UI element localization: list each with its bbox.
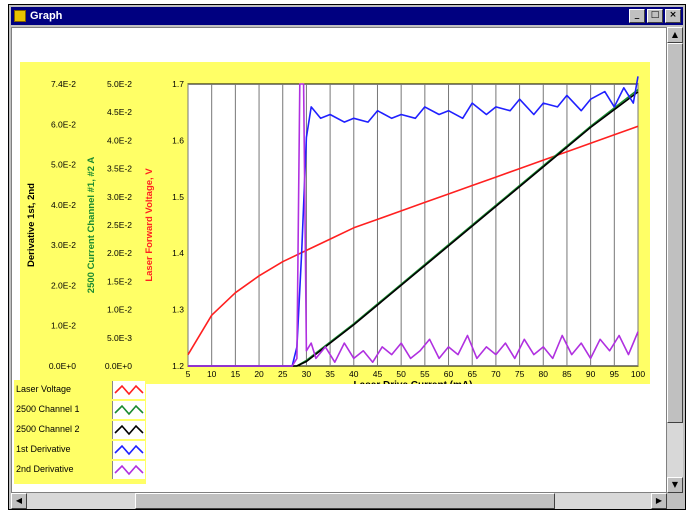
legend-swatch-line (114, 444, 144, 456)
y-tick-label: 1.4 (172, 248, 184, 258)
series-line (188, 76, 639, 367)
x-tick-label: 45 (373, 369, 383, 379)
app-icon (14, 10, 26, 22)
horizontal-scroll-thumb[interactable] (135, 493, 555, 509)
x-tick-label: 70 (491, 369, 501, 379)
legend-swatch (112, 401, 145, 419)
y-tick-label: 4.0E-2 (107, 135, 132, 145)
legend-swatch (112, 461, 145, 479)
legend-swatch (112, 421, 145, 439)
scroll-right-icon[interactable]: ▶ (651, 493, 667, 509)
y-tick-label: 1.2 (172, 361, 184, 371)
x-axis-label: Laser Drive Current (mA) (354, 380, 473, 384)
scroll-down-icon[interactable]: ▼ (667, 477, 683, 493)
vertical-scroll-thumb[interactable] (667, 43, 683, 423)
scrollbar-corner (667, 493, 683, 509)
legend-label: Laser Voltage (16, 384, 72, 394)
y-tick-label: 7.4E-2 (51, 79, 76, 89)
legend-swatch-line (114, 384, 144, 396)
y-tick-label: 2.0E-2 (51, 280, 76, 290)
legend-swatch-line (114, 464, 144, 476)
minimize-icon[interactable]: _ (629, 9, 645, 23)
y-tick-label: 3.0E-2 (107, 192, 132, 202)
x-tick-label: 85 (562, 369, 572, 379)
x-tick-label: 90 (586, 369, 596, 379)
legend-label: 1st Derivative (16, 444, 71, 454)
legend-label: 2nd Derivative (16, 464, 74, 474)
x-tick-label: 65 (467, 369, 477, 379)
y-axis-label: Derivative 1st, 2nd (26, 183, 37, 267)
legend: Laser Voltage 2500 Channel 1 2500 Channe… (14, 380, 146, 484)
horizontal-scrollbar[interactable]: ◀ ▶ (11, 493, 667, 509)
y-tick-label: 2.0E-2 (107, 248, 132, 258)
y-tick-label: 5.0E-3 (107, 333, 132, 343)
x-tick-label: 15 (231, 369, 241, 379)
legend-swatch (112, 381, 145, 399)
x-tick-label: 35 (325, 369, 335, 379)
legend-item: 1st Derivative (14, 440, 146, 460)
legend-item: 2500 Channel 1 (14, 400, 146, 420)
y-tick-label: 5.0E-2 (107, 79, 132, 89)
legend-swatch-line (114, 424, 144, 436)
chart-svg: 5 10 15 20 25 30 35 40 45 50 55 60 65 70 75 80 85 90 95 100… (26, 76, 645, 384)
x-tick-label: 60 (444, 369, 454, 379)
y-axis-label: 2500 Current Channel #1, #2 A (86, 157, 97, 294)
y-tick-label: 2.5E-2 (107, 220, 132, 230)
series-line (188, 83, 639, 367)
y-tick-label: 1.5E-2 (107, 276, 132, 286)
y-tick-label: 4.5E-2 (107, 107, 132, 117)
maximize-icon[interactable]: □ (647, 9, 663, 23)
x-tick-label: 20 (254, 369, 264, 379)
y-tick-label: 3.5E-2 (107, 164, 132, 174)
chart-panel: 5 10 15 20 25 30 35 40 45 50 55 60 65 70 75 80 85 90 95 100… (20, 62, 650, 384)
legend-label: 2500 Channel 1 (16, 404, 80, 414)
x-tick-label: 55 (420, 369, 430, 379)
legend-swatch-line (114, 404, 144, 416)
scroll-up-icon[interactable]: ▲ (667, 27, 683, 43)
x-tick-label: 100 (631, 369, 645, 379)
y-tick-label: 1.5 (172, 192, 184, 202)
y-tick-label: 1.0E-2 (51, 321, 76, 331)
y-tick-label: 0.0E+0 (49, 361, 76, 371)
y-tick-label: 6.0E-2 (51, 119, 76, 129)
x-tick-label: 25 (278, 369, 288, 379)
legend-item: 2nd Derivative (14, 460, 146, 480)
y-tick-label: 4.0E-2 (51, 200, 76, 210)
series-line (187, 125, 639, 356)
close-icon[interactable]: × (665, 9, 681, 23)
x-tick-label: 80 (539, 369, 549, 379)
y-tick-label: 0.0E+0 (105, 361, 132, 371)
x-tick-label: 50 (396, 369, 406, 379)
y-tick-label: 3.0E-2 (51, 240, 76, 250)
y-tick-label: 1.7 (172, 79, 184, 89)
graph-client-area: 5 10 15 20 25 30 35 40 45 50 55 60 65 70 75 80 85 90 95 100… (11, 27, 667, 493)
window-title: Graph (30, 10, 63, 22)
x-tick-label: 95 (610, 369, 620, 379)
x-tick-label: 30 (302, 369, 312, 379)
window-titlebar[interactable]: Graph _ □ × (11, 7, 683, 25)
y-tick-label: 1.3 (172, 305, 184, 315)
legend-item: Laser Voltage (14, 380, 146, 400)
x-tick-label: 10 (207, 369, 217, 379)
legend-swatch (112, 441, 145, 459)
y-tick-label: 5.0E-2 (51, 160, 76, 170)
app-window: Graph _ □ × 5 10 15 20 25 30 35 40 45 50 55 60 65 70 7… (8, 4, 686, 510)
y-tick-label: 1.0E-2 (107, 305, 132, 315)
x-tick-label: 75 (515, 369, 525, 379)
y-tick-label: 1.6 (172, 135, 184, 145)
legend-item: 2500 Channel 2 (14, 420, 146, 440)
y-axis-label: Laser Forward Voltage, V (144, 168, 155, 282)
x-tick-label: 5 (186, 369, 191, 379)
x-tick-label: 40 (349, 369, 359, 379)
vertical-scrollbar[interactable]: ▲ ▼ (667, 27, 683, 493)
plot-area (187, 83, 639, 367)
scroll-left-icon[interactable]: ◀ (11, 493, 27, 509)
legend-label: 2500 Channel 2 (16, 424, 80, 434)
